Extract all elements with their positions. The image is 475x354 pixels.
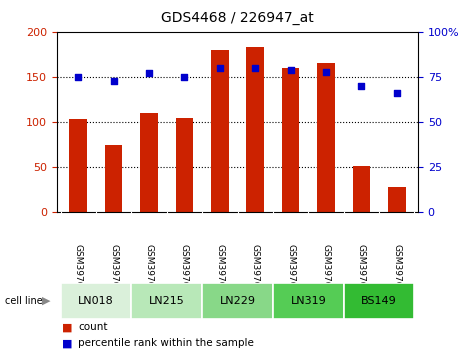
Point bbox=[251, 65, 259, 71]
Text: ■: ■ bbox=[62, 322, 72, 332]
Bar bbox=[352, 166, 370, 212]
Text: LN229: LN229 bbox=[219, 296, 256, 306]
Point bbox=[322, 69, 330, 74]
Bar bbox=[105, 145, 123, 212]
Bar bbox=[131, 283, 202, 319]
Text: ▶: ▶ bbox=[42, 296, 51, 306]
Text: LN215: LN215 bbox=[149, 296, 185, 306]
Text: GSM397669: GSM397669 bbox=[357, 244, 366, 299]
Point bbox=[145, 70, 153, 76]
Text: GSM397661: GSM397661 bbox=[74, 244, 83, 299]
Text: cell line: cell line bbox=[5, 296, 42, 306]
Bar bbox=[176, 118, 193, 212]
Text: GSM397663: GSM397663 bbox=[144, 244, 153, 299]
Bar bbox=[273, 283, 344, 319]
Bar bbox=[140, 113, 158, 212]
Text: ■: ■ bbox=[62, 338, 72, 348]
Text: GSM397662: GSM397662 bbox=[109, 244, 118, 299]
Bar bbox=[202, 283, 273, 319]
Point bbox=[358, 83, 365, 89]
Point bbox=[216, 65, 224, 71]
Bar bbox=[282, 68, 299, 212]
Point bbox=[180, 74, 188, 80]
Point bbox=[393, 90, 400, 96]
Text: BS149: BS149 bbox=[361, 296, 397, 306]
Text: percentile rank within the sample: percentile rank within the sample bbox=[78, 338, 254, 348]
Text: GSM397666: GSM397666 bbox=[251, 244, 260, 299]
Text: GSM397664: GSM397664 bbox=[180, 244, 189, 299]
Bar bbox=[344, 283, 415, 319]
Text: GSM397668: GSM397668 bbox=[322, 244, 331, 299]
Bar bbox=[247, 47, 264, 212]
Text: GSM397665: GSM397665 bbox=[215, 244, 224, 299]
Bar bbox=[211, 50, 228, 212]
Bar bbox=[69, 119, 87, 212]
Bar bbox=[60, 283, 131, 319]
Text: GDS4468 / 226947_at: GDS4468 / 226947_at bbox=[161, 11, 314, 25]
Bar bbox=[317, 63, 335, 212]
Point bbox=[287, 67, 294, 73]
Text: GSM397667: GSM397667 bbox=[286, 244, 295, 299]
Bar bbox=[388, 187, 406, 212]
Text: LN319: LN319 bbox=[290, 296, 326, 306]
Text: count: count bbox=[78, 322, 108, 332]
Text: LN018: LN018 bbox=[78, 296, 114, 306]
Point bbox=[75, 74, 82, 80]
Text: GSM397670: GSM397670 bbox=[392, 244, 401, 299]
Point bbox=[110, 78, 117, 84]
